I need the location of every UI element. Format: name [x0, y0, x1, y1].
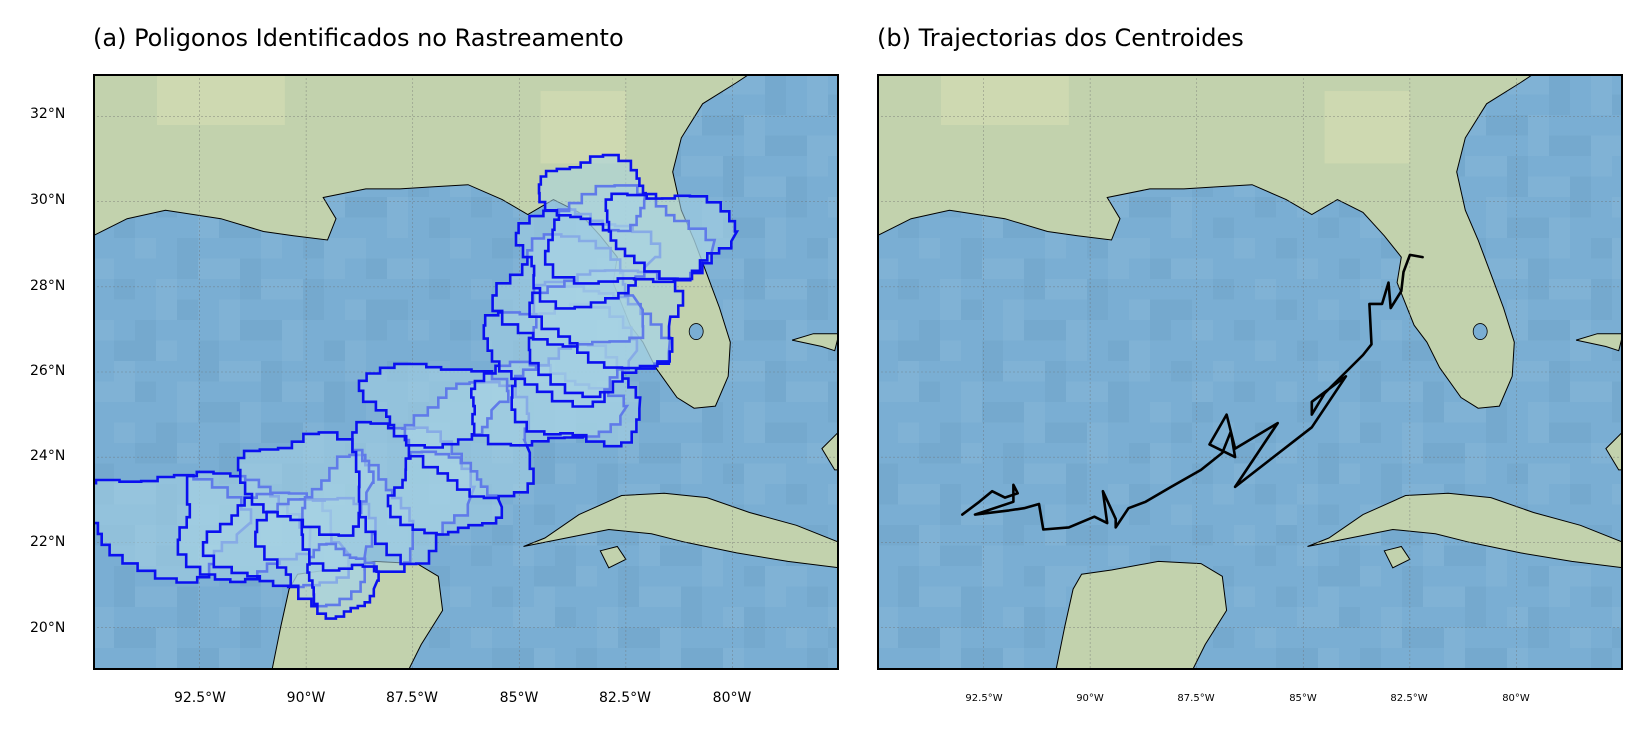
lon-tick-a-80: 80°W: [712, 690, 752, 706]
cuba-land-b: [1307, 492, 1623, 569]
lon-tick-a-92-5: 92.5°W: [173, 690, 227, 706]
polygons-map: [93, 74, 839, 670]
land-light-patch-b: [940, 74, 1069, 126]
lat-tick-20: 20°N: [30, 620, 66, 636]
lon-tick-a-87-5: 87.5°W: [385, 690, 439, 706]
storm-polygons: [93, 153, 740, 620]
gridlines-b: [877, 74, 1623, 670]
cuba-land-a: [523, 492, 839, 569]
lat-tick-22: 22°N: [30, 534, 66, 550]
lon-tick-b-82-5: 82.5°W: [1390, 693, 1428, 704]
lon-tick-b-85: 85°W: [1289, 693, 1317, 704]
lat-tick-28: 28°N: [30, 278, 66, 294]
yucatan-land-b: [877, 560, 1228, 670]
lat-tick-30: 30°N: [30, 192, 66, 208]
lon-tick-b-90: 90°W: [1076, 693, 1104, 704]
storm-polygon: [357, 362, 510, 449]
lat-tick-32: 32°N: [30, 106, 66, 122]
storm-polygon: [604, 192, 740, 281]
land-light-patch-2-b: [1324, 91, 1410, 164]
lon-tick-b-92-5: 92.5°W: [965, 693, 1003, 704]
lat-tick-26: 26°N: [30, 363, 66, 379]
panel-a-title: (a) Poligonos Identificados no Rastreame…: [93, 24, 624, 52]
land-light-patch-a: [156, 74, 285, 126]
lon-tick-a-85: 85°W: [499, 690, 539, 706]
andros-land-b: [1605, 430, 1623, 471]
trajectory-map: [877, 74, 1623, 670]
andros-land-a: [821, 430, 839, 471]
lat-tick-24: 24°N: [30, 448, 66, 464]
centroid-trajectory: [961, 253, 1424, 531]
panel-b-title: (b) Trajectorias dos Centroides: [877, 24, 1244, 52]
storm-polygon: [236, 431, 375, 537]
lon-tick-b-87-5: 87.5°W: [1177, 693, 1215, 704]
lon-tick-a-82-5: 82.5°W: [598, 690, 652, 706]
lon-tick-b-80: 80°W: [1502, 693, 1530, 704]
lon-tick-a-90: 90°W: [286, 690, 326, 706]
lake-okeechobee-b: [1472, 323, 1488, 340]
lake-okeechobee-a: [688, 323, 704, 340]
map-panel-polygons: [93, 74, 839, 670]
land-light-patch-2-a: [540, 91, 626, 164]
map-panel-trajectory: [877, 74, 1623, 670]
